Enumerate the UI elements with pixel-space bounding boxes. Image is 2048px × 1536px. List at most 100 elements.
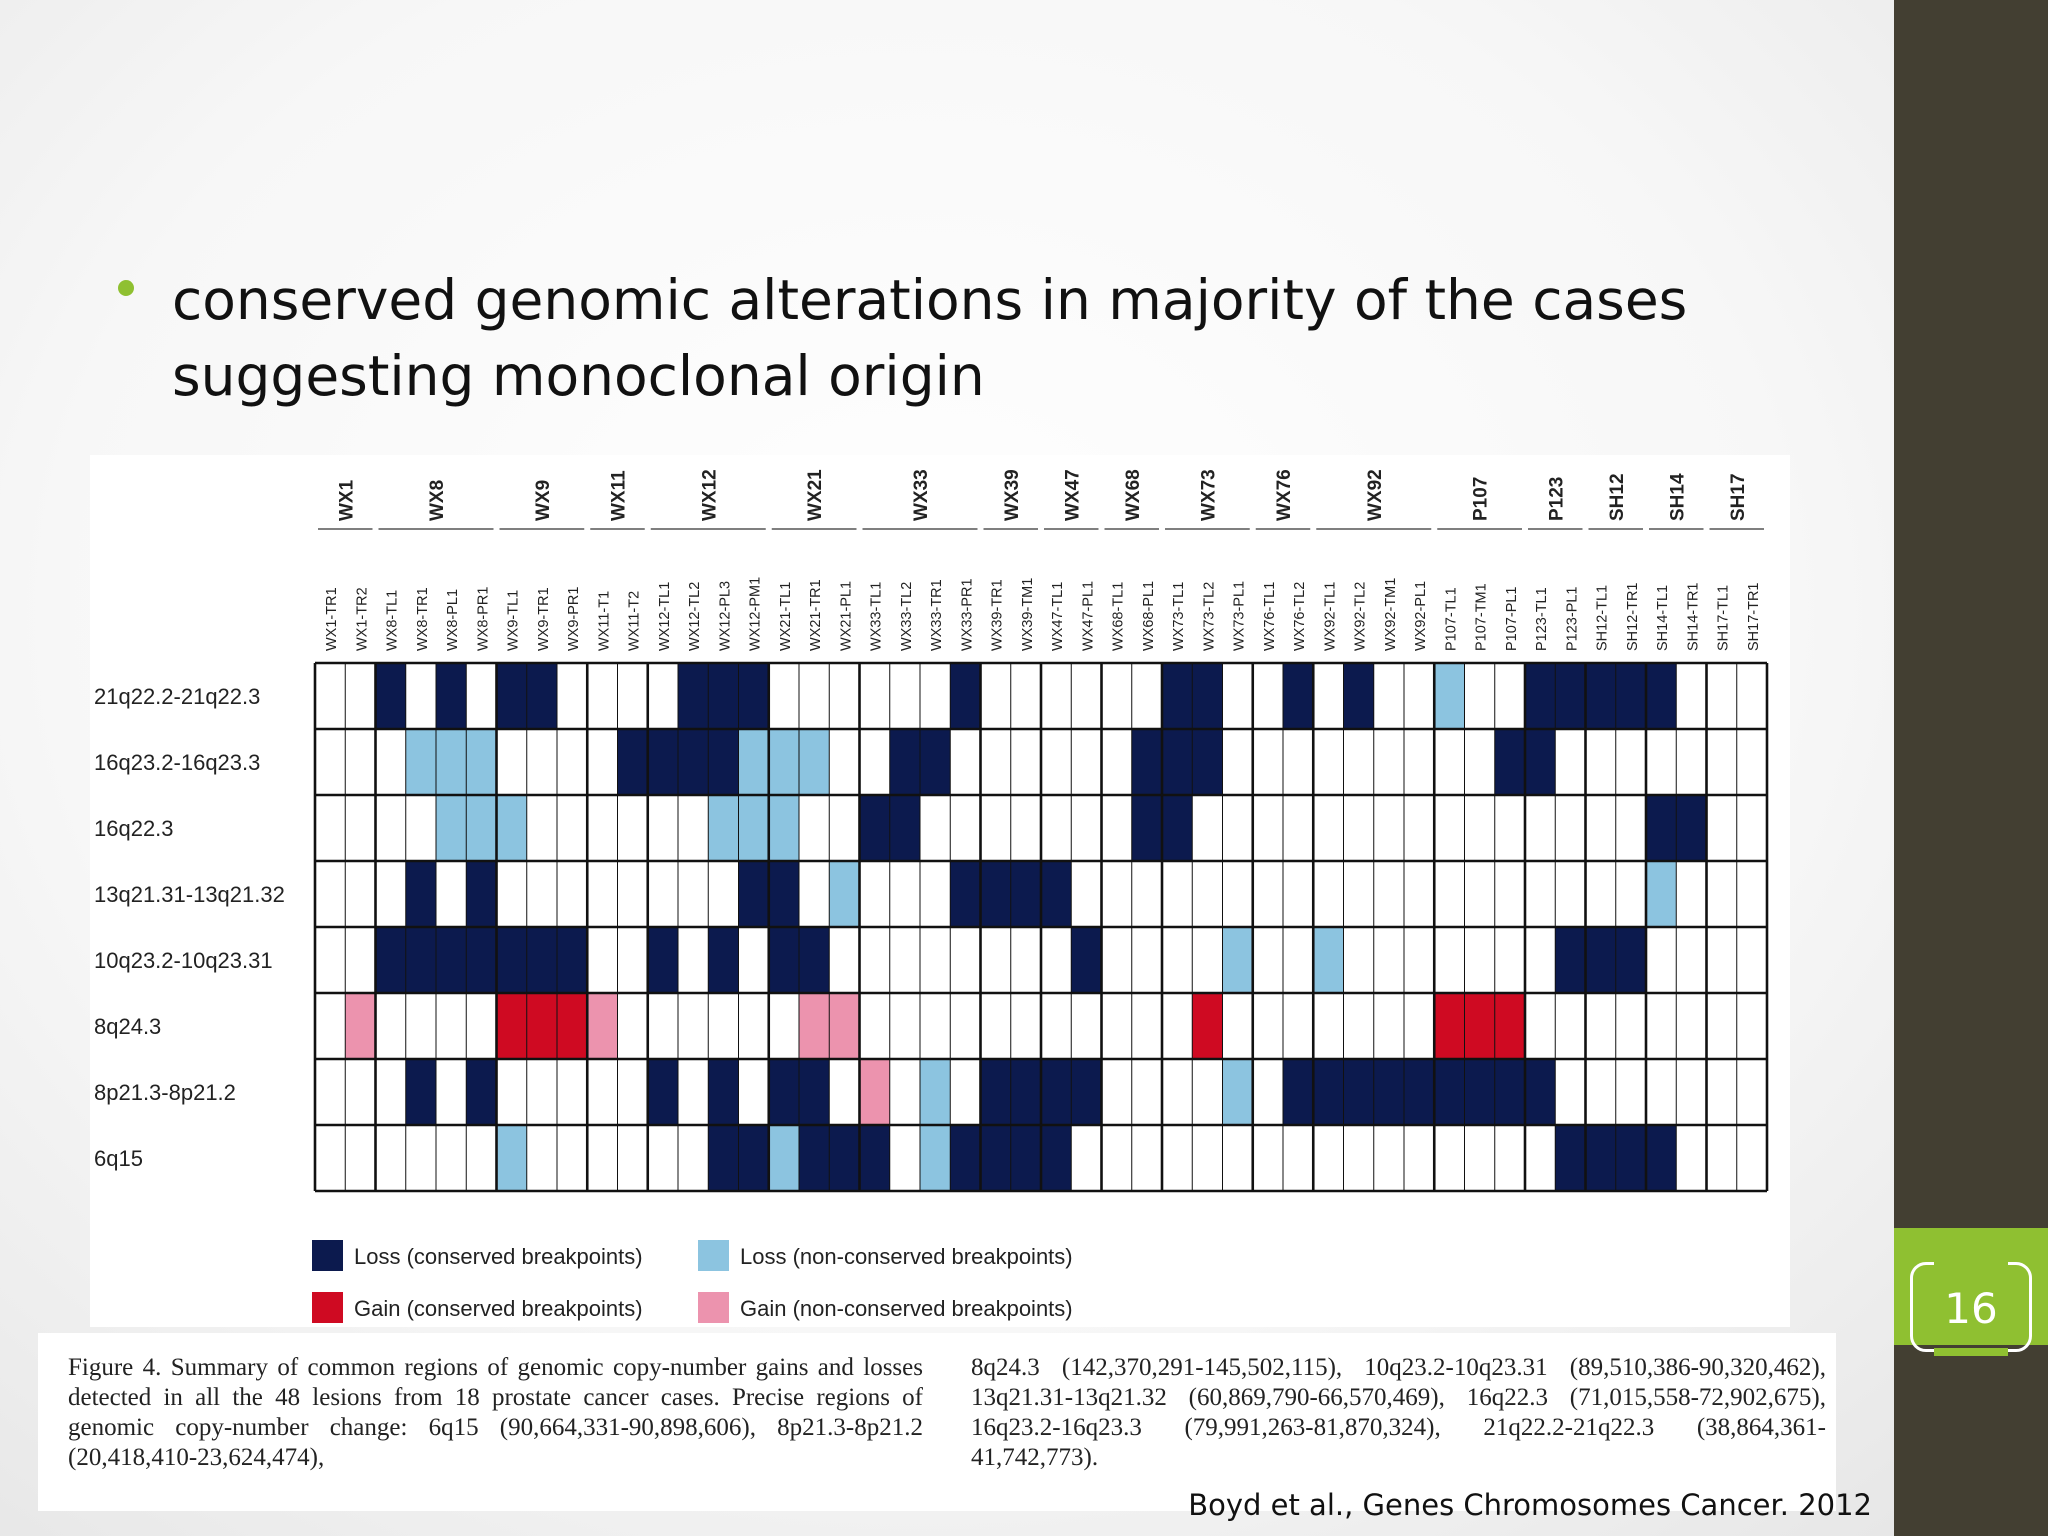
heatmap-cell: [466, 729, 497, 796]
heatmap-cell: [1010, 663, 1042, 730]
heatmap-cell: [1343, 861, 1375, 928]
heatmap-cell: [345, 729, 376, 796]
brace-gap-bottom: [1934, 1348, 2008, 1356]
heatmap-cell: [1676, 795, 1707, 862]
heatmap-cell: [1525, 993, 1556, 1060]
lesion-label: P123-TL1: [1534, 587, 1550, 651]
heatmap-cell: [980, 663, 1012, 730]
heatmap-cell: [405, 1059, 437, 1126]
heatmap-cell: [1494, 1059, 1526, 1126]
heatmap-cell: [980, 1059, 1012, 1126]
heatmap-cell: [1494, 729, 1526, 796]
heatmap-cell: [1222, 927, 1254, 994]
heatmap-cell: [496, 1059, 528, 1126]
heatmap-cell: [738, 927, 770, 994]
heatmap-cell: [1736, 1125, 1768, 1192]
heatmap-cell: [1736, 861, 1768, 928]
heatmap-cell: [1192, 1059, 1223, 1126]
heatmap-cell: [1101, 729, 1133, 796]
heatmap-cell: [1434, 993, 1465, 1060]
heatmap-cell: [1434, 729, 1465, 796]
heatmap-cell: [1071, 729, 1102, 796]
heatmap-cell: [889, 729, 921, 796]
heatmap-cell: [496, 993, 528, 1060]
heatmap-cell: [1585, 795, 1617, 862]
lesion-label: SH17-TL1: [1716, 585, 1732, 651]
heatmap-cell: [1252, 927, 1284, 994]
heatmap-cell: [1162, 1125, 1193, 1192]
heatmap-cell: [1192, 663, 1223, 730]
heatmap-cell: [1071, 1125, 1102, 1192]
heatmap-cell: [1283, 927, 1314, 994]
heatmap-cell: [1283, 993, 1314, 1060]
heatmap-cell: [315, 861, 346, 928]
heatmap-cell: [1071, 663, 1102, 730]
heatmap-cell: [768, 1125, 800, 1192]
lesion-label: P107-TL1: [1443, 587, 1459, 651]
heatmap-cell: [587, 729, 618, 796]
heatmap-cell: [1283, 861, 1314, 928]
heatmap-cell: [1585, 729, 1617, 796]
heatmap-cell: [1676, 729, 1707, 796]
heatmap-cell: [768, 927, 800, 994]
lesion-label: WX9-TL1: [506, 590, 522, 651]
heatmap-cell: [1404, 927, 1435, 994]
heatmap-cell: [1434, 927, 1465, 994]
heatmap-cell: [1615, 729, 1647, 796]
heatmap-cell: [799, 663, 830, 730]
lesion-label: WX76-TL1: [1262, 582, 1278, 651]
heatmap-cell: [436, 795, 467, 862]
heatmap-cell: [1464, 993, 1496, 1060]
heatmap-cell: [1252, 1125, 1284, 1192]
lesion-label: WX47-PL1: [1080, 581, 1096, 651]
heatmap-cell: [1222, 1125, 1254, 1192]
heatmap-cell: [1162, 927, 1193, 994]
heatmap-cell: [557, 927, 588, 994]
heatmap-cell: [1313, 927, 1344, 994]
heatmap-cell: [1585, 1125, 1617, 1192]
heatmap-cell: [1434, 663, 1465, 730]
heatmap-cell: [889, 795, 921, 862]
heatmap-cell: [950, 993, 981, 1060]
heatmap-cell: [1676, 1125, 1707, 1192]
case-label: WX76: [1274, 469, 1295, 521]
heatmap-cell: [1010, 729, 1042, 796]
heatmap-cell: [1373, 729, 1405, 796]
heatmap-cell: [950, 861, 981, 928]
heatmap-cell: [1252, 1059, 1284, 1126]
heatmap-cell: [1706, 663, 1738, 730]
heatmap-cell: [1555, 993, 1586, 1060]
heatmap-cell: [1131, 1125, 1163, 1192]
lesion-label: WX1-TR1: [324, 587, 340, 651]
heatmap-cell: [1343, 993, 1375, 1060]
heatmap-cell: [1343, 1059, 1375, 1126]
heatmap-cell: [1706, 1125, 1738, 1192]
heatmap-cell: [315, 927, 346, 994]
heatmap-cell: [1585, 663, 1617, 730]
lesion-label: P107-PL1: [1504, 587, 1520, 652]
heatmap-cell: [1525, 795, 1556, 862]
heatmap-cell: [647, 1059, 679, 1126]
heatmap-cell: [920, 993, 951, 1060]
heatmap-cell: [1464, 927, 1496, 994]
heatmap-cell: [1706, 795, 1738, 862]
heatmap-cell: [1434, 1125, 1465, 1192]
heatmap-cell: [950, 1125, 981, 1192]
heatmap-cell: [1555, 729, 1586, 796]
caption-right: 8q24.3 (142,370,291-145,502,115), 10q23.…: [971, 1354, 1826, 1471]
heatmap-cell: [496, 729, 528, 796]
heatmap-cell: [375, 1125, 407, 1192]
lesion-label: P107-TM1: [1474, 583, 1490, 651]
lesion-label: WX12-PL3: [717, 581, 733, 651]
heatmap-cell: [678, 927, 709, 994]
bullet-dot-icon: [118, 280, 134, 296]
heatmap-cell: [375, 1059, 407, 1126]
region-label: 21q22.2-21q22.3: [94, 684, 260, 709]
heatmap-cell: [405, 795, 437, 862]
heatmap-cell: [1615, 1125, 1647, 1192]
heatmap-cell: [436, 663, 467, 730]
case-label: WX21: [805, 469, 826, 521]
heatmap-cell: [1464, 795, 1496, 862]
heatmap-cell: [920, 1125, 951, 1192]
heatmap-cell: [1222, 861, 1254, 928]
